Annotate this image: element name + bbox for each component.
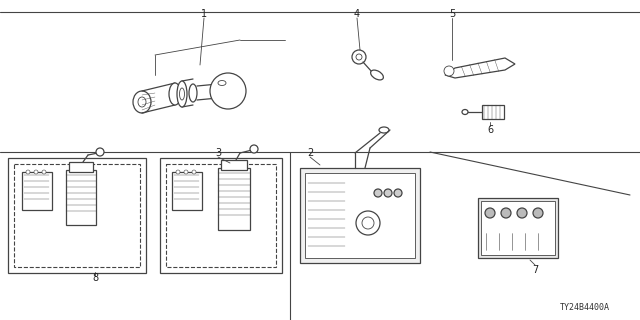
- Circle shape: [352, 50, 366, 64]
- Circle shape: [250, 145, 258, 153]
- Bar: [218, 168, 250, 230]
- Circle shape: [96, 148, 104, 156]
- Bar: [69, 162, 93, 172]
- Bar: [300, 168, 420, 263]
- Text: 7: 7: [532, 265, 538, 275]
- Ellipse shape: [379, 127, 389, 133]
- Circle shape: [533, 208, 543, 218]
- Text: 6: 6: [487, 125, 493, 135]
- Circle shape: [362, 217, 374, 229]
- Ellipse shape: [218, 81, 226, 85]
- Ellipse shape: [133, 91, 151, 113]
- Bar: [166, 164, 276, 267]
- Circle shape: [501, 208, 511, 218]
- Circle shape: [184, 170, 188, 174]
- Text: 2: 2: [307, 148, 313, 158]
- Circle shape: [210, 73, 246, 109]
- Ellipse shape: [179, 88, 184, 100]
- Ellipse shape: [371, 70, 383, 80]
- Text: TY24B4400A: TY24B4400A: [560, 303, 610, 313]
- Circle shape: [176, 170, 180, 174]
- Circle shape: [356, 211, 380, 235]
- Circle shape: [444, 66, 454, 76]
- Circle shape: [26, 170, 30, 174]
- Circle shape: [384, 189, 392, 197]
- Bar: [172, 172, 202, 210]
- Circle shape: [42, 170, 46, 174]
- Circle shape: [517, 208, 527, 218]
- Ellipse shape: [138, 97, 146, 107]
- Text: 1: 1: [201, 9, 207, 19]
- Ellipse shape: [177, 81, 187, 107]
- Text: 8: 8: [92, 273, 98, 283]
- Circle shape: [192, 170, 196, 174]
- Text: 5: 5: [449, 9, 455, 19]
- Bar: [481, 201, 555, 255]
- Bar: [305, 173, 415, 258]
- Bar: [221, 160, 247, 170]
- Ellipse shape: [462, 109, 468, 115]
- Circle shape: [374, 189, 382, 197]
- Ellipse shape: [189, 84, 197, 102]
- Bar: [8, 158, 146, 273]
- Bar: [66, 170, 96, 225]
- Bar: [478, 198, 558, 258]
- Polygon shape: [445, 58, 515, 78]
- Bar: [160, 158, 282, 273]
- Text: 3: 3: [215, 148, 221, 158]
- Bar: [482, 105, 504, 119]
- Circle shape: [485, 208, 495, 218]
- Bar: [14, 164, 140, 267]
- Bar: [22, 172, 52, 210]
- Text: 4: 4: [354, 9, 360, 19]
- Circle shape: [394, 189, 402, 197]
- Circle shape: [34, 170, 38, 174]
- Circle shape: [356, 54, 362, 60]
- Ellipse shape: [169, 83, 181, 105]
